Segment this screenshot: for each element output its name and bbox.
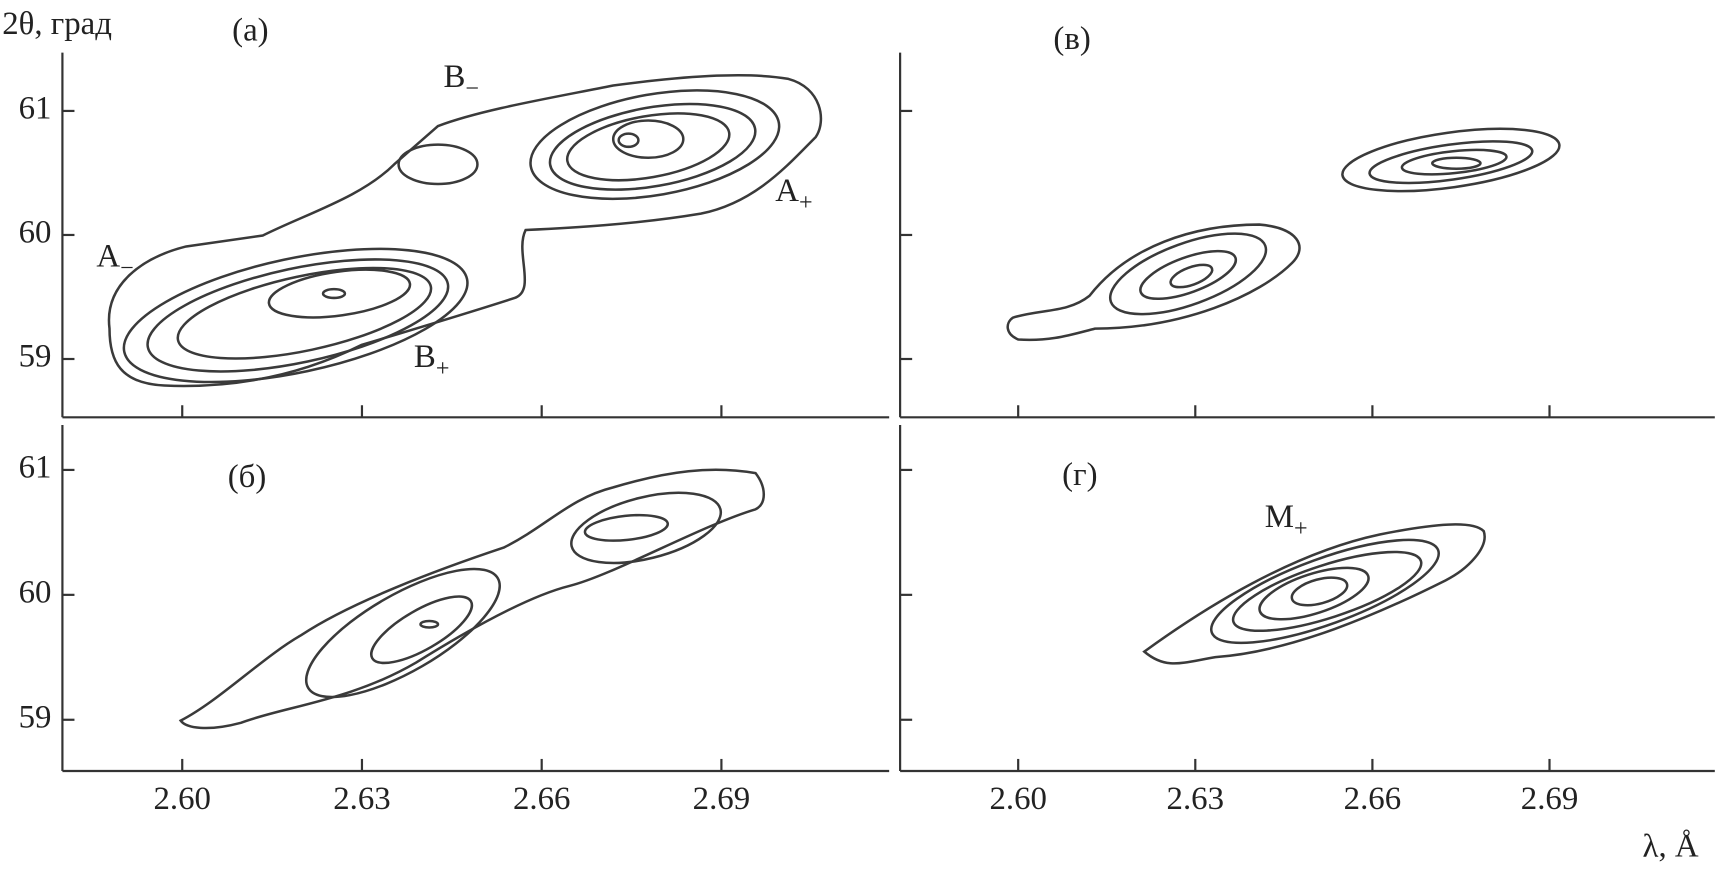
contours-a <box>107 74 823 388</box>
x-tick-label: 2.63 <box>1167 781 1224 817</box>
panel-label: (г) <box>1062 457 1097 493</box>
y-tick-label: 59 <box>19 699 52 735</box>
y-tick-label: 60 <box>19 574 52 610</box>
x-tick-label: 2.66 <box>513 781 570 817</box>
x-axis-title: λ, Å <box>1643 827 1699 864</box>
y-tick-label: 60 <box>19 214 52 250</box>
panel-label: (б) <box>228 459 267 495</box>
annotation: B+ <box>414 339 450 382</box>
x-tick-label: 2.63 <box>333 781 390 817</box>
y-tick-label: 61 <box>19 449 52 485</box>
x-tick-label: 2.60 <box>153 781 210 817</box>
contours-d <box>1142 523 1486 665</box>
y-tick-label: 61 <box>19 90 52 126</box>
x-tick-label: 2.60 <box>989 781 1046 817</box>
annotation: B− <box>443 58 479 101</box>
y-axis-title: 2θ, град <box>2 6 112 42</box>
x-tick-label: 2.66 <box>1344 781 1401 817</box>
annotation: A− <box>96 238 133 281</box>
annotation: M+ <box>1265 499 1308 542</box>
contours-c <box>1006 127 1561 342</box>
axes: 59 60 61 59 60 61 2.60 2.63 2.66 2.69 2.60 2.63 2.66… <box>19 52 1715 817</box>
panel-label: (а) <box>232 12 268 48</box>
panel-label: (в) <box>1053 21 1090 57</box>
annotation: A+ <box>775 172 812 215</box>
contours-b <box>178 468 766 730</box>
x-tick-label: 2.69 <box>693 781 750 817</box>
y-tick-label: 59 <box>19 339 52 375</box>
x-tick-label: 2.69 <box>1521 781 1578 817</box>
